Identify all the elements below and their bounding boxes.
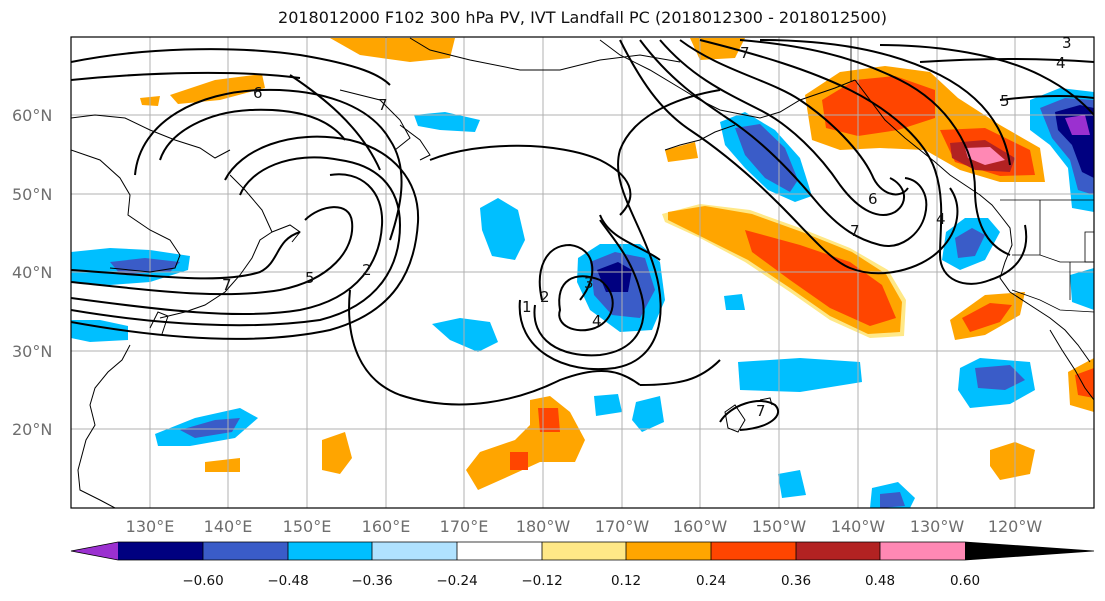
- colorbar-tick-label: 0.48: [865, 573, 895, 589]
- lat-label: 60°N: [12, 106, 52, 125]
- contour-label: 5: [305, 269, 315, 287]
- contour-label: 3: [584, 274, 594, 292]
- pv-contours: [71, 39, 1094, 431]
- contour-label: 6: [253, 84, 263, 102]
- colorbar-swatch: [118, 542, 203, 560]
- contour-label: 4: [936, 210, 946, 228]
- colorbar-tick-label: 0.36: [781, 573, 811, 589]
- lon-label: 170°E: [440, 517, 489, 536]
- colorbar-swatch: [796, 542, 880, 560]
- lon-label: 140°E: [204, 517, 253, 536]
- colorbar-extend-max: [965, 542, 1094, 560]
- colorbar-extend-min: [71, 542, 118, 560]
- positive-pv-anomaly-shading: [140, 38, 1094, 490]
- lat-label: 30°N: [12, 342, 52, 361]
- lon-label: 120°W: [988, 517, 1043, 536]
- lon-label: 140°W: [831, 517, 886, 536]
- lat-label: 20°N: [12, 420, 52, 439]
- colorbar-swatch: [542, 542, 626, 560]
- longitude-labels: 130°E 140°E 150°E 160°E 170°E 180°W 170°…: [126, 517, 1043, 536]
- contour-label: 7: [740, 44, 750, 62]
- map-plot-area: 6 7 5 2 7 1 2 3 4 6 7 4 5 7 4 3 7: [71, 34, 1094, 508]
- coastlines: [71, 37, 1094, 508]
- colorbar-tick-label: 0.24: [696, 573, 726, 589]
- lon-label: 130°W: [910, 517, 965, 536]
- contour-label: 4: [592, 312, 602, 330]
- contour-label: 5: [1000, 92, 1010, 110]
- map-frame: [70, 36, 1095, 509]
- contour-label: 7: [850, 222, 860, 240]
- lon-label: 170°W: [595, 517, 650, 536]
- contour-label: 3: [1062, 34, 1072, 52]
- lon-label: 150°E: [283, 517, 332, 536]
- contour-label: 1: [522, 298, 532, 316]
- lon-label: 160°E: [362, 517, 411, 536]
- colorbar-tick-label: −0.12: [521, 573, 562, 589]
- colorbar-tick-label: −0.60: [182, 573, 223, 589]
- colorbar-tick-label: 0.60: [950, 573, 980, 589]
- colorbar-swatch: [203, 542, 288, 560]
- contour-label: 7: [222, 276, 232, 294]
- contour-label: 2: [540, 288, 550, 306]
- map-title: 2018012000 F102 300 hPa PV, IVT Landfall…: [278, 8, 887, 27]
- lon-label: 180°W: [516, 517, 571, 536]
- contour-label: 4: [1056, 54, 1066, 72]
- colorbar-tick-label: −0.36: [351, 573, 392, 589]
- contour-label: 7: [756, 402, 766, 420]
- contour-labels: 6 7 5 2 7 1 2 3 4 6 7 4 5 7 4 3 7: [222, 34, 1072, 420]
- colorbar-swatch: [711, 542, 796, 560]
- contour-label: 7: [378, 96, 388, 114]
- colorbar-swatch: [880, 542, 965, 560]
- colorbar-swatch: [626, 542, 711, 560]
- contour-label: 6: [868, 190, 878, 208]
- lat-label: 40°N: [12, 263, 52, 282]
- contour-label: 2: [362, 261, 372, 279]
- colorbar-swatch: [457, 542, 542, 560]
- lon-label: 150°W: [752, 517, 807, 536]
- colorbar-swatch: [288, 542, 372, 560]
- lon-label: 130°E: [126, 517, 175, 536]
- colorbar-tick-label: 0.12: [611, 573, 641, 589]
- colorbar-swatch: [372, 542, 457, 560]
- latitude-labels: 60°N 50°N 40°N 30°N 20°N: [12, 106, 52, 439]
- colorbar-tick-label: −0.24: [436, 573, 477, 589]
- colorbar: −0.60 −0.48 −0.36 −0.24 −0.12 0.12 0.24 …: [70, 541, 1095, 589]
- political-borders: [850, 37, 1094, 313]
- colorbar-tick-label: −0.48: [267, 573, 308, 589]
- lat-label: 50°N: [12, 185, 52, 204]
- lon-label: 160°W: [673, 517, 728, 536]
